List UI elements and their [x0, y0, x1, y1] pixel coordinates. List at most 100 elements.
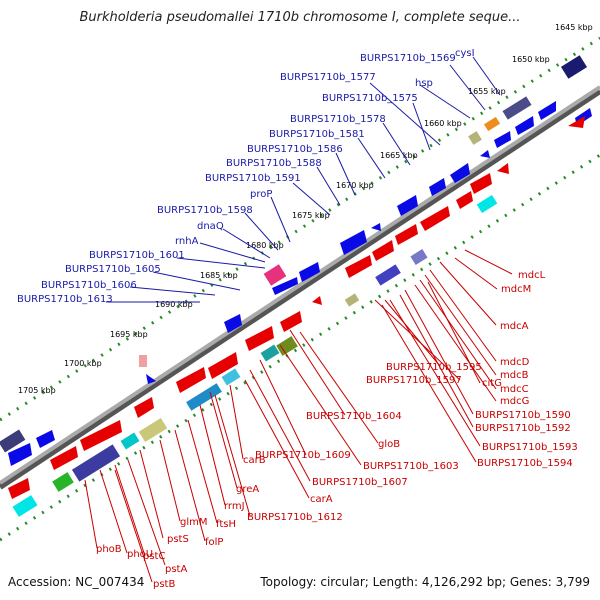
- gene-label: BURPS1710b_1609: [255, 450, 351, 461]
- gene-arrow: [494, 131, 511, 148]
- gene-label: mdcG: [500, 396, 529, 407]
- gene-label: BURPS1710b_1604: [306, 411, 402, 422]
- accession-text: Accession: NC_007434: [8, 575, 145, 589]
- gene-block: [276, 336, 298, 356]
- gene-block: [52, 472, 74, 492]
- gene-label: citG: [482, 378, 502, 389]
- reverse-features: [12, 194, 498, 517]
- gene-label: glmM: [180, 517, 208, 528]
- gene-arrow: [8, 443, 32, 466]
- gene-label: BURPS1710b_1578: [290, 114, 386, 125]
- gene-arrow: [480, 150, 490, 158]
- gene-label: mdcC: [500, 384, 529, 395]
- reverse-gene-labels: mdcL mdcM mdcA mdcD mdcB mdcC mdcG BURPS…: [96, 270, 578, 590]
- gene-label: mdcD: [500, 357, 530, 368]
- gene-arrow: [272, 277, 298, 295]
- gene-arrow: [80, 420, 122, 451]
- gene-label: carA: [310, 494, 333, 505]
- gene-arrow: [395, 224, 418, 245]
- gene-label: BURPS1710b_1586: [247, 144, 343, 155]
- gene-label: BURPS1710b_1581: [269, 129, 365, 140]
- gene-block: [375, 264, 401, 286]
- gene-label: BURPS1710b_1613: [17, 294, 113, 305]
- gene-arrow: [146, 374, 156, 384]
- gene-block: [139, 355, 147, 367]
- gene-label: greA: [236, 484, 259, 495]
- gene-arrow: [299, 262, 320, 282]
- gene-arrow: [515, 116, 534, 135]
- gene-arrow: [450, 163, 470, 183]
- forward-leaders: [106, 56, 501, 303]
- gene-label: pstB: [153, 579, 175, 590]
- gene-label: dnaQ: [197, 221, 224, 232]
- gene-block: [0, 429, 26, 453]
- gene-arrow: [134, 397, 154, 418]
- gene-label: BURPS1710b_1569: [360, 53, 456, 64]
- gene-label: BURPS1710b_1575: [322, 93, 418, 104]
- gene-arrow: [538, 101, 556, 120]
- gene-arrow: [8, 478, 30, 499]
- kbp-label: 1670 kbp: [336, 181, 374, 190]
- gene-arrow: [224, 314, 242, 333]
- gene-arrow: [429, 178, 446, 196]
- reverse-genes: [8, 116, 585, 499]
- gene-block: [560, 55, 588, 79]
- backbone: [0, 85, 600, 485]
- topology-text: Topology: circular; Length: 4,126,292 bp…: [260, 575, 590, 589]
- gene-block: [344, 293, 360, 307]
- gene-arrow: [345, 255, 372, 278]
- gene-label: rrmJ: [224, 501, 245, 512]
- gene-block: [221, 368, 241, 386]
- gene-label: pstA: [165, 564, 187, 575]
- gene-label: hsp: [415, 78, 433, 89]
- gene-label: BURPS1710b_1601: [89, 250, 185, 261]
- gene-arrow: [371, 223, 381, 231]
- gene-label: mdcM: [501, 284, 531, 295]
- gene-arrow: [208, 352, 238, 379]
- gene-label: gloB: [378, 439, 400, 450]
- gene-block: [476, 194, 498, 214]
- gene-arrow: [470, 173, 492, 194]
- gene-arrow: [397, 195, 418, 216]
- gene-arrow: [372, 240, 394, 261]
- gene-label: BURPS1710b_1590: [475, 410, 571, 421]
- gene-block: [410, 249, 428, 265]
- kbp-labels: 1645 kbp 1650 kbp 1655 kbp 1660 kbp 1665…: [18, 23, 593, 395]
- gene-arrow: [497, 163, 509, 174]
- gene-label: BURPS1710b_1577: [280, 72, 376, 83]
- gene-block: [120, 432, 140, 450]
- gene-label: pstC: [143, 551, 165, 562]
- map-title: Burkholderia pseudomallei 1710b chromoso…: [79, 10, 521, 25]
- gene-label: BURPS1710b_1588: [226, 158, 322, 169]
- gene-block: [468, 131, 482, 145]
- kbp-label: 1655 kbp: [468, 87, 506, 96]
- gene-label: folP: [205, 537, 223, 548]
- gene-label: BURPS1710b_1593: [482, 442, 578, 453]
- gene-block: [12, 495, 38, 517]
- gene-block: [263, 264, 287, 286]
- gene-block: [502, 96, 532, 120]
- kbp-label: 1665 kbp: [380, 151, 418, 160]
- kbp-label: 1695 kbp: [110, 330, 148, 339]
- gene-label: ftsH: [216, 519, 236, 530]
- reverse-leaders: [84, 249, 513, 583]
- kbp-label: 1690 kbp: [155, 300, 193, 309]
- gene-label: mdcA: [500, 321, 529, 332]
- gene-label: proP: [250, 189, 272, 200]
- gene-arrow: [568, 116, 585, 128]
- gene-label: BURPS1710b_1607: [312, 477, 408, 488]
- kbp-label: 1675 kbp: [292, 211, 330, 220]
- gene-label: BURPS1710b_1603: [363, 461, 459, 472]
- gene-block: [260, 344, 280, 362]
- gene-arrow: [456, 191, 473, 209]
- kbp-label: 1700 kbp: [64, 359, 102, 368]
- gene-arrow: [312, 296, 322, 305]
- gene-label: carB: [243, 455, 266, 466]
- kbp-label: 1680 kbp: [246, 241, 284, 250]
- gene-label: BURPS1710b_1598: [157, 205, 253, 216]
- gene-block: [483, 116, 501, 132]
- gene-label: BURPS1710b_1591: [205, 173, 301, 184]
- gene-label: mdcB: [500, 370, 529, 381]
- gene-block: [138, 418, 168, 442]
- forward-features: [0, 55, 588, 453]
